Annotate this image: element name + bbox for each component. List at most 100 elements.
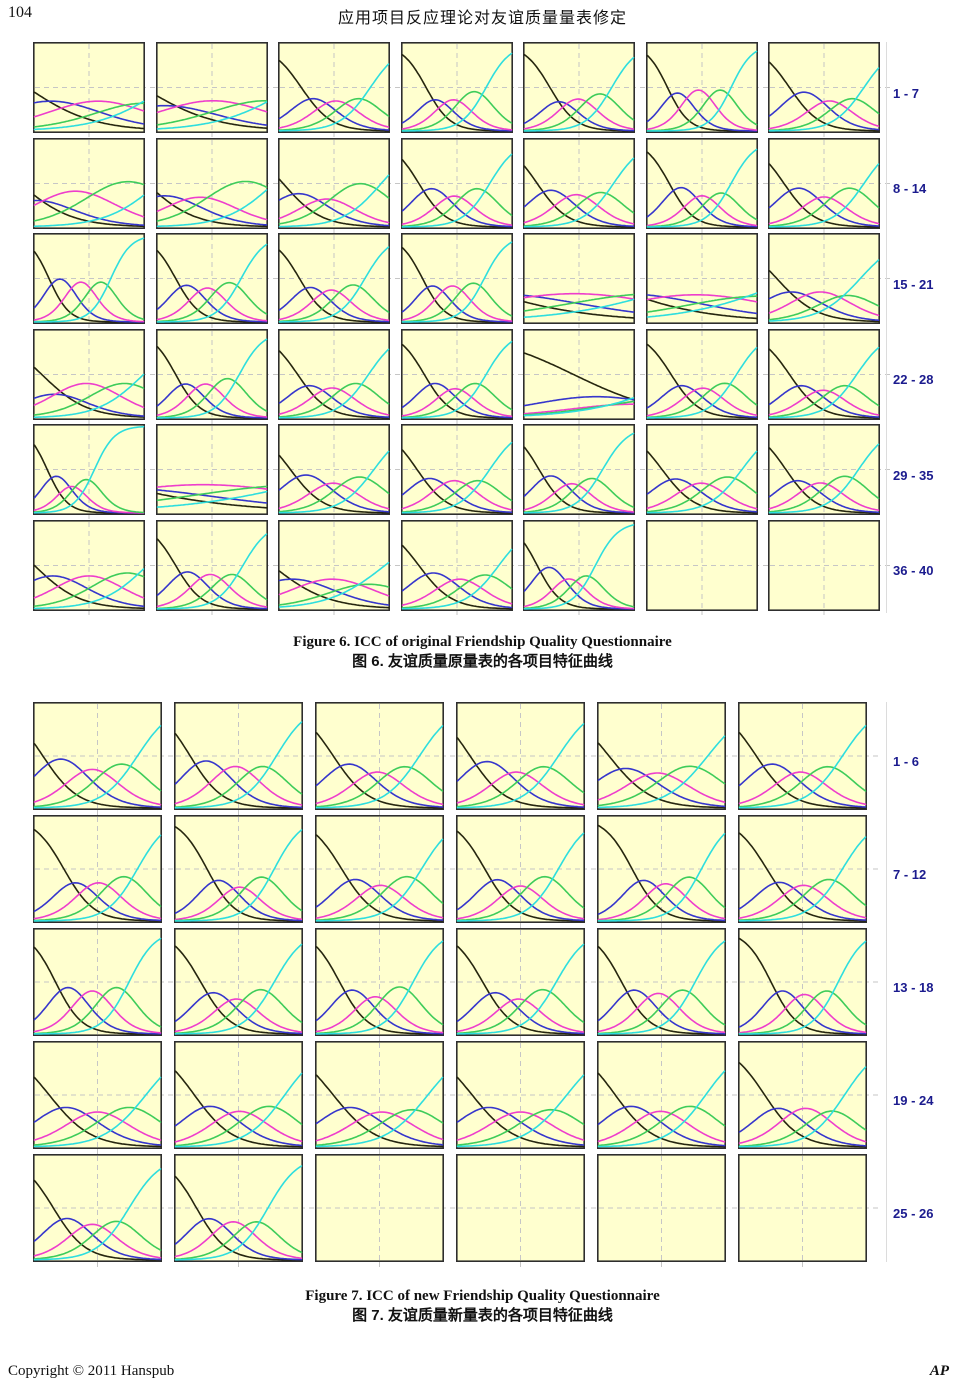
icc-plot-canvas xyxy=(523,328,646,424)
icc-plot-canvas xyxy=(456,815,597,928)
icc-plot-canvas xyxy=(597,815,738,928)
icc-subplot xyxy=(278,233,401,334)
figure7-caption: Figure 7. ICC of new Friendship Quality … xyxy=(0,1286,965,1327)
icc-subplot xyxy=(155,424,278,525)
figure6-caption: Figure 6. ICC of original Friendship Qua… xyxy=(0,632,965,673)
figure-row-label: 15 - 21 xyxy=(893,276,934,292)
icc-plot-canvas xyxy=(400,137,523,233)
icc-subplot xyxy=(315,702,456,820)
figure-row-label: 1 - 6 xyxy=(893,754,920,769)
icc-plot-canvas xyxy=(738,1041,879,1154)
icc-subplot xyxy=(278,42,401,143)
icc-plot-canvas xyxy=(33,1041,174,1154)
figure6-caption-zh: 图 6. 友谊质量原量表的各项目特征曲线 xyxy=(352,653,613,671)
icc-subplot xyxy=(597,1041,738,1159)
icc-plot-canvas xyxy=(33,1154,174,1267)
icc-subplot xyxy=(523,328,646,430)
icc-plot-canvas xyxy=(456,928,597,1041)
icc-subplot xyxy=(33,815,174,933)
icc-subplot xyxy=(523,233,646,334)
icc-plot-canvas xyxy=(278,519,401,615)
icc-subplot xyxy=(33,137,156,239)
figure-row-label: 19 - 24 xyxy=(893,1093,934,1108)
icc-plot-canvas xyxy=(456,1041,597,1154)
icc-subplot xyxy=(33,42,156,143)
icc-subplot-empty xyxy=(315,1154,456,1272)
icc-plot-canvas xyxy=(33,42,156,138)
icc-plot-canvas xyxy=(33,928,174,1041)
icc-plot-canvas xyxy=(33,519,156,615)
icc-plot-canvas xyxy=(315,928,456,1041)
icc-plot-canvas xyxy=(523,519,646,615)
icc-plot-canvas xyxy=(174,815,315,928)
icc-subplot xyxy=(315,1041,456,1159)
icc-subplot xyxy=(278,137,401,239)
icc-subplot xyxy=(645,42,768,143)
icc-subplot xyxy=(33,233,156,334)
figure7-right-edge-line xyxy=(886,702,887,1262)
icc-plot-canvas xyxy=(155,328,278,424)
icc-plot-canvas xyxy=(768,519,891,615)
icc-subplot-empty xyxy=(738,1154,879,1272)
icc-plot-canvas xyxy=(523,424,646,520)
icc-subplot xyxy=(315,815,456,933)
icc-plot-canvas xyxy=(315,1041,456,1154)
figure-row-label: 7 - 12 xyxy=(893,867,927,882)
icc-subplot xyxy=(174,1154,315,1272)
icc-subplot xyxy=(155,42,278,143)
icc-subplot xyxy=(33,424,156,525)
icc-subplot xyxy=(523,137,646,239)
icc-subplot-empty xyxy=(597,1154,738,1272)
icc-subplot xyxy=(738,815,879,933)
icc-plot-canvas xyxy=(155,519,278,615)
running-head-title: 应用项目反应理论对友谊质量量表修定 xyxy=(337,10,627,27)
figure-row-label: 36 - 40 xyxy=(893,563,934,578)
icc-plot-canvas xyxy=(768,137,891,233)
icc-subplot xyxy=(456,815,597,933)
icc-subplot xyxy=(768,137,891,239)
figure-row-label: 22 - 28 xyxy=(893,372,934,387)
icc-plot-canvas xyxy=(278,233,401,329)
icc-plot-canvas xyxy=(400,519,523,615)
icc-subplot xyxy=(768,424,891,525)
icc-subplot xyxy=(597,815,738,933)
icc-plot-canvas xyxy=(174,702,315,815)
icc-subplot xyxy=(400,519,523,621)
figure7-caption-zh: 图 7. 友谊质量新量表的各项目特征曲线 xyxy=(352,1307,613,1325)
icc-subplot xyxy=(278,424,401,525)
icc-subplot xyxy=(155,137,278,239)
icc-subplot xyxy=(155,519,278,621)
icc-subplot xyxy=(33,1154,174,1272)
icc-plot-canvas xyxy=(33,702,174,815)
icc-subplot xyxy=(645,328,768,430)
icc-plot-canvas xyxy=(768,424,891,520)
icc-plot-canvas xyxy=(155,137,278,233)
copyright-text: Copyright © 2011 Hanspub xyxy=(8,1363,175,1379)
icc-plot-canvas xyxy=(155,42,278,138)
icc-subplot xyxy=(33,928,174,1046)
icc-plot-canvas xyxy=(645,137,768,233)
icc-plot-canvas xyxy=(400,233,523,329)
icc-subplot xyxy=(33,1041,174,1159)
icc-subplot-empty xyxy=(456,1154,597,1272)
icc-plot-canvas xyxy=(400,424,523,520)
icc-subplot xyxy=(33,702,174,820)
icc-plot-canvas xyxy=(33,815,174,928)
icc-plot-canvas xyxy=(738,702,879,815)
icc-plot-canvas xyxy=(33,137,156,233)
icc-plot-canvas xyxy=(523,137,646,233)
figure7-caption-en: Figure 7. ICC of new Friendship Quality … xyxy=(305,1288,660,1304)
icc-plot-canvas xyxy=(768,328,891,424)
icc-subplot xyxy=(645,233,768,334)
icc-plot-canvas xyxy=(523,42,646,138)
icc-plot-canvas xyxy=(738,815,879,928)
icc-subplot xyxy=(33,328,156,430)
icc-subplot xyxy=(523,42,646,143)
icc-subplot xyxy=(155,328,278,430)
figure-row-label: 1 - 7 xyxy=(893,85,920,101)
icc-subplot xyxy=(768,42,891,143)
icc-plot-canvas xyxy=(155,233,278,329)
icc-plot-canvas xyxy=(278,42,401,138)
icc-subplot xyxy=(174,928,315,1046)
icc-plot-canvas xyxy=(400,328,523,424)
